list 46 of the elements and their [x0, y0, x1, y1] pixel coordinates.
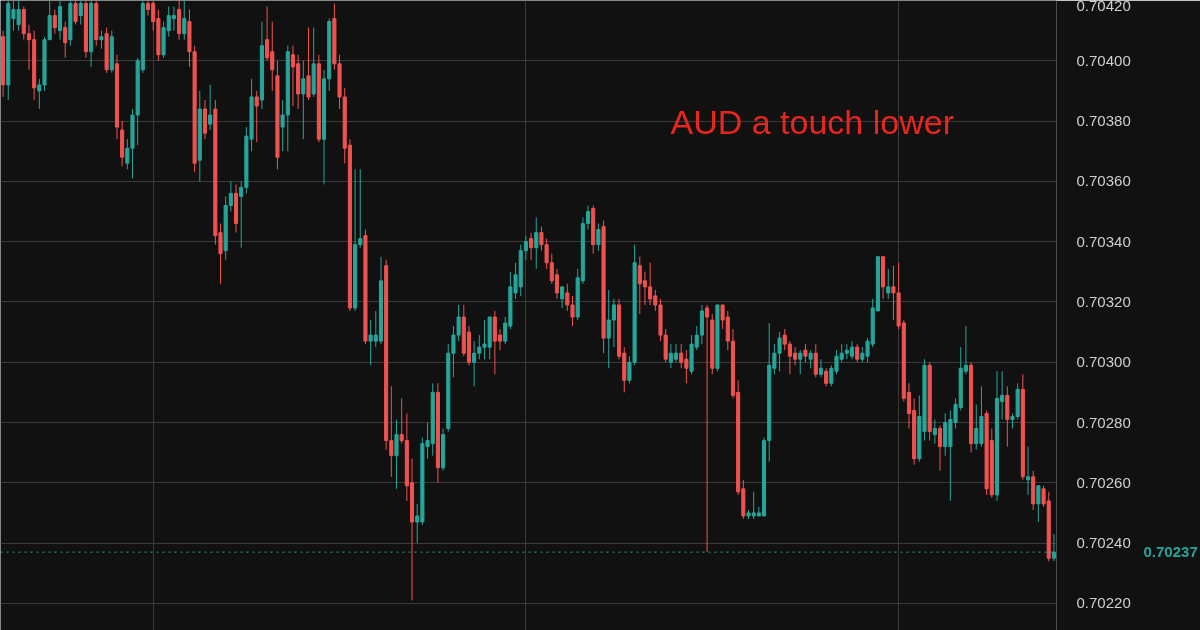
candlestick [611, 298, 616, 348]
y-tick-label: 0.70280 [1076, 413, 1131, 431]
candlestick [560, 286, 565, 309]
y-tick-label: 0.70240 [1076, 534, 1131, 552]
candlestick [813, 343, 818, 378]
ref-line-label: 0.70237 [1143, 543, 1198, 561]
candlestick [208, 84, 213, 131]
candlestick [78, 0, 83, 26]
candlestick [596, 223, 601, 252]
candlestick [182, 0, 187, 41]
y-tick-label: 0.70260 [1076, 473, 1131, 491]
y-tick-label: 0.70380 [1076, 112, 1131, 130]
candlestick [52, 9, 57, 35]
candlestick [1036, 485, 1041, 523]
candlestick [73, 0, 78, 26]
candlestick [855, 343, 860, 363]
y-tick-label: 0.70420 [1076, 0, 1131, 14]
y-tick-label: 0.70320 [1076, 292, 1131, 310]
candlestick [849, 340, 855, 360]
candlestick [818, 358, 824, 378]
y-tick-label: 0.70400 [1076, 51, 1131, 69]
candlestick [937, 425, 943, 472]
candlestick [803, 343, 808, 363]
candlestick [1025, 446, 1031, 496]
candlestick [394, 419, 399, 490]
candlestick [886, 268, 891, 300]
candlestick [63, 21, 68, 59]
candlestick [529, 232, 534, 261]
candlestick [808, 349, 813, 369]
candlestick [306, 27, 311, 101]
candlestick [254, 90, 259, 143]
candlestick [290, 45, 296, 107]
y-tick-label: 0.70220 [1076, 594, 1131, 612]
y-tick-label: 0.70340 [1076, 232, 1131, 250]
y-tick-label: 0.70360 [1076, 172, 1131, 190]
candlestick [824, 367, 829, 387]
candlestick [301, 60, 306, 140]
candlestick [798, 349, 803, 375]
candlestick [99, 30, 104, 50]
y-tick-label: 0.70300 [1076, 353, 1131, 371]
candlestick [705, 304, 710, 553]
candlestick [171, 6, 176, 32]
candlestick [932, 419, 937, 445]
annotation: AUD a touch lower [670, 102, 954, 141]
candlestick [534, 217, 539, 270]
candlestick [673, 343, 679, 363]
